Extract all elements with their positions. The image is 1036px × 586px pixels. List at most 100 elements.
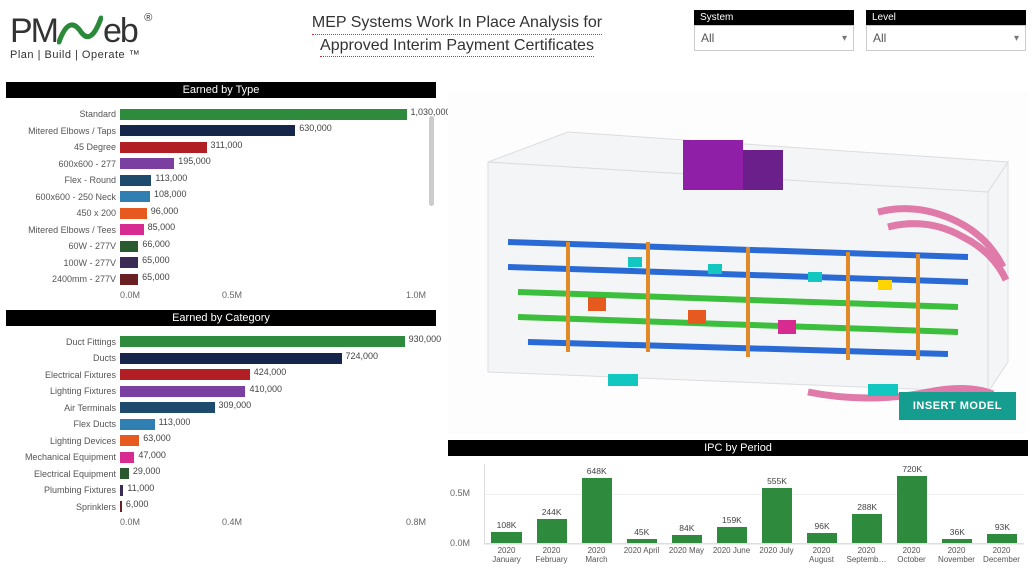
- scrollbar[interactable]: [429, 116, 434, 206]
- bar-row[interactable]: Flex Ducts113,000: [6, 416, 426, 433]
- bar-track: 47,000: [120, 452, 426, 463]
- bar-row[interactable]: Electrical Equipment29,000: [6, 466, 426, 483]
- earned-by-type-chart[interactable]: Standard1,030,000Mitered Elbows / Taps63…: [6, 102, 436, 304]
- column-bar[interactable]: 555K: [755, 464, 798, 543]
- bar-row[interactable]: Electrical Fixtures424,000: [6, 367, 426, 384]
- bar-row[interactable]: 600x600 - 277 195,000: [6, 156, 426, 173]
- bar-row[interactable]: Standard1,030,000: [6, 106, 426, 123]
- bar-label: Mitered Elbows / Taps: [6, 126, 120, 136]
- bar-row[interactable]: Sprinklers6,000: [6, 499, 426, 516]
- bar-value: 311,000: [207, 140, 243, 150]
- column-fill: [987, 534, 1017, 543]
- column-bar[interactable]: 93K: [981, 464, 1024, 543]
- column-fill: [942, 539, 972, 543]
- column-fill: [807, 533, 837, 543]
- model-viewer[interactable]: INSERT MODEL: [448, 92, 1028, 434]
- bar-label: Electrical Fixtures: [6, 370, 120, 380]
- x-axis-label: 2020February: [529, 544, 574, 565]
- bar-label: Electrical Equipment: [6, 469, 120, 479]
- bar-row[interactable]: Flex - Round113,000: [6, 172, 426, 189]
- column-bar[interactable]: 720K: [891, 464, 934, 543]
- x-axis: 0.0M0.4M0.8M: [6, 517, 426, 527]
- bar-value: 63,000: [139, 433, 171, 443]
- axis-tick: 0.0M: [120, 517, 222, 527]
- column-bar[interactable]: 108K: [485, 464, 528, 543]
- bar-row[interactable]: Lighting Fixtures410,000: [6, 383, 426, 400]
- filter-level-value: All: [873, 31, 886, 45]
- bar-fill: [120, 435, 139, 446]
- column-value: 36K: [950, 527, 965, 537]
- bar-row[interactable]: Air Terminals309,000: [6, 400, 426, 417]
- bar-value: 66,000: [138, 239, 170, 249]
- bar-label: 100W - 277V: [6, 258, 120, 268]
- bar-row[interactable]: 45 Degree311,000: [6, 139, 426, 156]
- bar-row[interactable]: 100W - 277V65,000: [6, 255, 426, 272]
- bar-label: Flex Ducts: [6, 419, 120, 429]
- column-area: 108K 244K648K 45K 84K 159K 555K96K288K 720K 36K…: [484, 464, 1024, 544]
- ipc-chart[interactable]: 0.0M0.5M108K244K648K45K84K159K555K96K288…: [448, 460, 1028, 578]
- column-bar[interactable]: 288K: [846, 464, 889, 543]
- bar-value: 195,000: [174, 156, 211, 166]
- chevron-down-icon: ▾: [842, 33, 847, 44]
- column-bar[interactable]: 45K: [620, 464, 663, 543]
- bar-fill: [120, 386, 245, 397]
- column-fill: [672, 535, 702, 543]
- column-fill: [582, 478, 612, 543]
- model-3d-render: [448, 92, 1028, 434]
- bar-label: 600x600 - 277: [6, 159, 120, 169]
- bar-fill: [120, 274, 138, 285]
- column-fill: [897, 476, 927, 543]
- bar-row[interactable]: Mechanical Equipment47,000: [6, 449, 426, 466]
- bar-track: 65,000: [120, 257, 426, 268]
- brand-pm: PM: [10, 12, 57, 50]
- filter-system-value: All: [701, 31, 714, 45]
- bar-fill: [120, 224, 144, 235]
- bar-row[interactable]: 450 x 20096,000: [6, 205, 426, 222]
- column-bar[interactable]: 648K: [575, 464, 618, 543]
- insert-model-button[interactable]: INSERT MODEL: [899, 392, 1016, 420]
- bar-label: Plumbing Fixtures: [6, 485, 120, 495]
- bar-track: 66,000: [120, 241, 426, 252]
- chevron-down-icon: ▾: [1014, 33, 1019, 44]
- bar-label: Lighting Devices: [6, 436, 120, 446]
- column-fill: [717, 527, 747, 543]
- bar-track: 424,000: [120, 369, 426, 380]
- x-axis-label: 2020 July: [754, 544, 799, 565]
- bar-row[interactable]: Lighting Devices 63,000: [6, 433, 426, 450]
- bar-value: 6,000: [122, 499, 149, 509]
- bar-row[interactable]: Ducts724,000: [6, 350, 426, 367]
- x-axis: 0.0M0.5M1.0M: [6, 290, 426, 300]
- x-axis-label: 2020 April: [619, 544, 664, 565]
- bar-row[interactable]: 60W - 277V66,000: [6, 238, 426, 255]
- bar-track: 311,000: [120, 142, 426, 153]
- bar-row[interactable]: Mitered Elbows / Tees85,000: [6, 222, 426, 239]
- axis-tick: 1.0M: [324, 290, 426, 300]
- bar-label: Mechanical Equipment: [6, 452, 120, 462]
- filter-level-select[interactable]: All ▾: [866, 25, 1026, 51]
- filter-system-select[interactable]: All ▾: [694, 25, 854, 51]
- column-bar[interactable]: 244K: [530, 464, 573, 543]
- column-value: 108K: [497, 520, 517, 530]
- column-value: 159K: [722, 515, 742, 525]
- bar-label: 600x600 - 250 Neck: [6, 192, 120, 202]
- column-bar[interactable]: 84K: [665, 464, 708, 543]
- column-bar[interactable]: 159K: [710, 464, 753, 543]
- bar-row[interactable]: 600x600 - 250 Neck108,000: [6, 189, 426, 206]
- column-bar[interactable]: 36K: [936, 464, 979, 543]
- bar-row[interactable]: 2400mm - 277V65,000: [6, 271, 426, 288]
- bar-row[interactable]: Duct Fittings930,000: [6, 334, 426, 351]
- column-value: 720K: [902, 464, 922, 474]
- brand-eb: eb: [103, 12, 137, 50]
- column-value: 45K: [634, 527, 649, 537]
- earned-by-category-chart[interactable]: Duct Fittings930,000Ducts724,000Electric…: [6, 330, 436, 532]
- axis-tick: 0.4M: [222, 517, 324, 527]
- bar-row[interactable]: Mitered Elbows / Taps630,000: [6, 123, 426, 140]
- bar-fill: [120, 158, 174, 169]
- bar-track: 410,000: [120, 386, 426, 397]
- column-bar[interactable]: 96K: [801, 464, 844, 543]
- x-axis-label: 2020December: [979, 544, 1024, 565]
- column-fill: [627, 539, 657, 544]
- bar-row[interactable]: Plumbing Fixtures11,000: [6, 482, 426, 499]
- y-axis-tick: 0.5M: [450, 488, 470, 498]
- bar-label: Air Terminals: [6, 403, 120, 413]
